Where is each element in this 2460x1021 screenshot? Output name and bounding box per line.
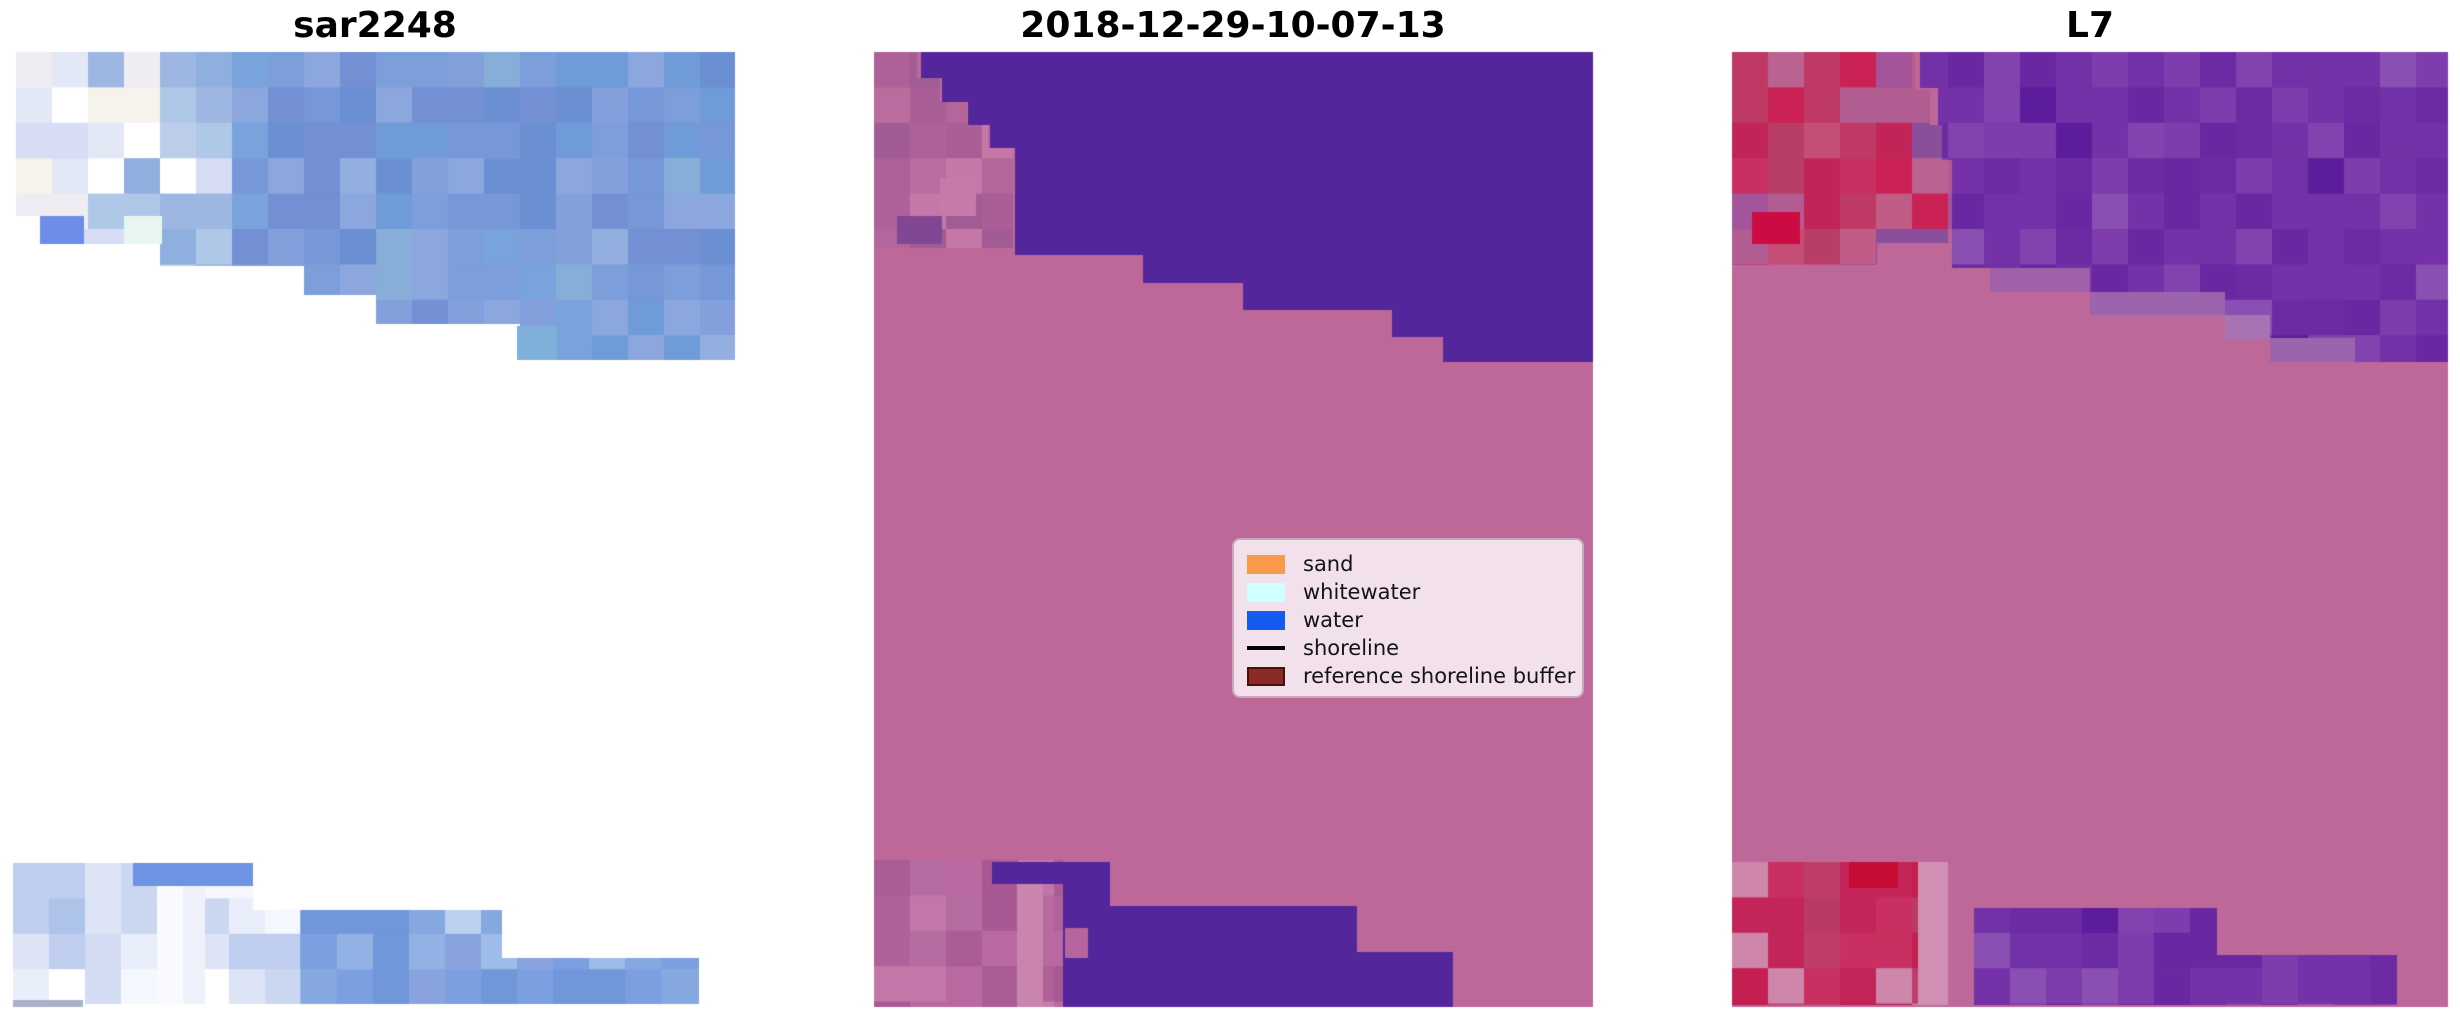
panel-title-l7: L7	[2066, 5, 2114, 46]
legend-item-shoreline: shoreline	[1247, 634, 1570, 662]
legend-label: shoreline	[1303, 636, 1400, 660]
shoreline-line-swatch	[1247, 646, 1285, 650]
legend: sand whitewater water shoreline referenc…	[1232, 538, 1584, 698]
legend-item-water: water	[1247, 606, 1570, 634]
legend-item-sand: sand	[1247, 550, 1570, 578]
reference-shoreline-buffer-swatch	[1247, 666, 1285, 686]
sand-swatch	[1247, 554, 1285, 574]
legend-item-whitewater: whitewater	[1247, 578, 1570, 606]
panel-title-sar: sar2248	[293, 5, 457, 46]
whitewater-swatch	[1247, 582, 1285, 602]
water-swatch	[1247, 610, 1285, 630]
legend-label: sand	[1303, 552, 1354, 576]
legend-label: reference shoreline buffer	[1303, 664, 1576, 688]
legend-label: whitewater	[1303, 580, 1421, 604]
legend-label: water	[1303, 608, 1363, 632]
legend-item-reference-shoreline-buffer: reference shoreline buffer	[1247, 662, 1575, 690]
panel-title-date: 2018-12-29-10-07-13	[1020, 5, 1446, 46]
